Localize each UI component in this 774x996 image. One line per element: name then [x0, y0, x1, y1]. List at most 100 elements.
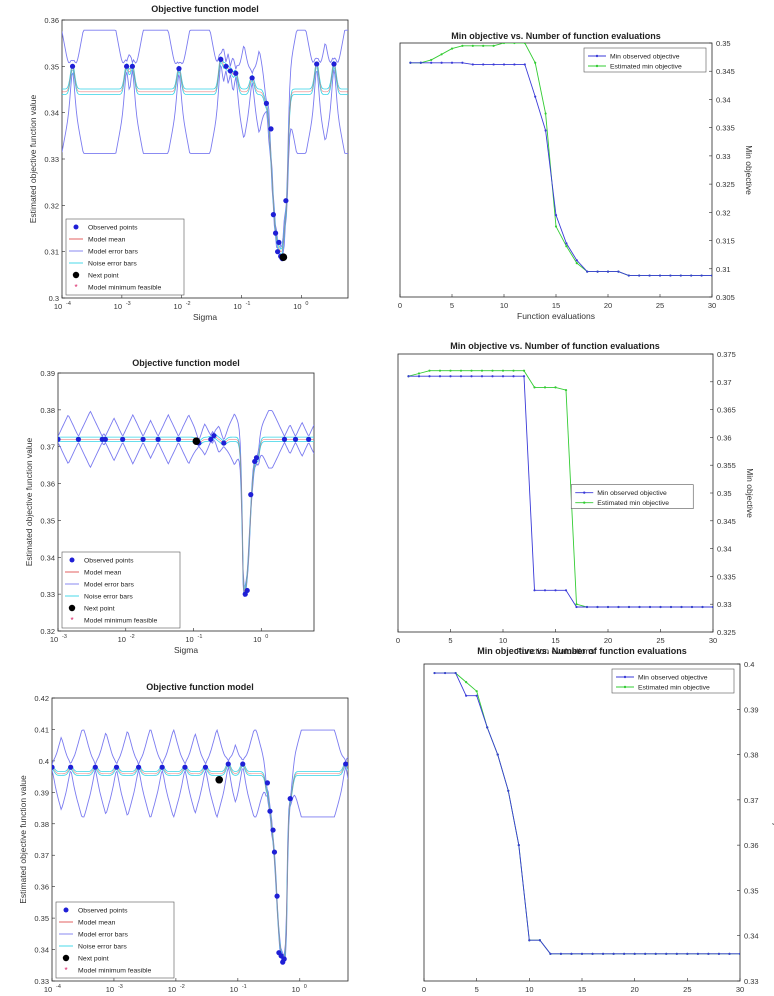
y-tick-label: 0.335 — [716, 124, 735, 133]
min-observed-marker — [570, 952, 573, 955]
model-error-bar-upper — [62, 29, 348, 248]
x-tick-label: 0 — [398, 301, 402, 310]
legend-marker-minimum: * — [70, 616, 73, 625]
min-observed-marker — [648, 274, 651, 277]
x-tick-label: 10 — [233, 302, 241, 311]
plot-layer — [52, 728, 348, 965]
min-observed-marker — [680, 605, 683, 609]
x-tick-label: 15 — [578, 985, 586, 994]
legend: Observed points Model mean Model error bar… — [55, 901, 175, 979]
min-observed-marker — [482, 63, 485, 66]
estimated-min-marker — [438, 369, 442, 372]
y-axis-label: Estimated objective function value — [28, 94, 38, 223]
estimated-min-marker — [533, 386, 536, 389]
x-tick-exponent: -3 — [118, 984, 123, 990]
y-axis-label: Estimated objective function value — [18, 775, 28, 904]
next-point — [215, 775, 223, 784]
x-tick-label: 30 — [709, 636, 717, 645]
min-observed-marker — [461, 61, 464, 64]
min-observed-marker — [675, 952, 678, 955]
min-observed-marker — [538, 939, 541, 942]
min-observed-marker — [728, 952, 731, 955]
legend-label: Min observed objective — [610, 54, 680, 61]
legend: Min observed objective Estimated min obje… — [570, 484, 694, 509]
legend-marker — [623, 675, 627, 679]
legend-marker-observed — [69, 557, 75, 563]
x-tick-label: 10 — [499, 636, 507, 645]
x-tick-label: 15 — [552, 301, 560, 310]
estimated-min-marker — [564, 389, 568, 392]
x-tick-label: 0 — [396, 636, 400, 645]
noise-error-bar-lower — [52, 765, 348, 961]
observed-point — [102, 436, 108, 442]
noise-error-bar-upper — [58, 433, 314, 591]
legend-marker-observed — [73, 224, 79, 230]
min-observed-marker — [454, 671, 457, 675]
legend-box — [611, 668, 735, 694]
x-tick-label: 30 — [708, 301, 716, 310]
observed-point — [267, 808, 273, 814]
chart-title: Min objective vs. Number of function eva… — [451, 31, 661, 41]
y-tick-label: 0.35 — [34, 914, 49, 923]
min-observed-marker — [601, 952, 605, 955]
min-observed-marker — [612, 952, 615, 955]
min-observed-marker — [502, 63, 506, 66]
chart-panel-4: Min objective vs. Number of function eva… — [396, 341, 755, 656]
legend-marker — [583, 501, 586, 504]
min-observed-marker — [430, 61, 433, 64]
min-observed-marker — [549, 952, 552, 955]
y-tick-label: 0.3 — [49, 294, 59, 303]
observed-point — [159, 764, 165, 770]
y-tick-label: 0.335 — [717, 572, 736, 581]
min-observed-marker — [450, 61, 454, 64]
x-axis-label: Sigma — [174, 645, 198, 655]
legend-marker-minimum: * — [64, 966, 67, 975]
min-observed-marker — [512, 375, 515, 378]
y-tick-label: 0.37 — [717, 378, 732, 387]
min-observed-marker — [471, 63, 474, 66]
estimated-min-marker — [440, 53, 443, 56]
min-observed-marker — [428, 375, 431, 378]
legend-label: Model mean — [84, 570, 122, 577]
min-observed-marker — [596, 605, 599, 609]
observed-point — [120, 436, 126, 442]
min-observed-marker — [575, 259, 578, 262]
min-observed-marker — [686, 952, 689, 955]
y-tick-label: 0.34 — [716, 95, 731, 104]
legend-marker-minimum: * — [74, 283, 77, 292]
legend-label: Estimated min objective — [638, 685, 710, 692]
min-observed-marker — [591, 952, 594, 955]
y-tick-label: 0.37 — [40, 443, 55, 452]
estimated-min-marker — [492, 44, 495, 47]
estimated-min-marker — [459, 369, 463, 372]
chart-title: Objective function model — [151, 4, 259, 14]
x-tick-label: 10 — [174, 302, 182, 311]
chart-panel-3: Objective function model 0.32 0.33 0.34 0.35… — [24, 358, 315, 655]
legend-label: Observed points — [78, 908, 128, 915]
min-observed-marker — [565, 242, 568, 245]
min-observed-marker — [690, 274, 693, 277]
min-observed-marker — [606, 605, 610, 609]
model-error-bar-lower — [62, 64, 348, 260]
chart-title: Objective function model — [132, 358, 240, 368]
min-observed-marker — [407, 375, 410, 378]
observed-point — [175, 436, 182, 442]
min-observed-marker — [507, 789, 510, 792]
plot-layer — [58, 410, 314, 598]
x-tick-label: 10 — [525, 985, 533, 994]
min-observed-marker — [517, 844, 520, 847]
legend-label: Noise error bars — [78, 944, 127, 951]
x-tick-label: 10 — [168, 985, 176, 994]
min-observed-marker — [417, 375, 421, 378]
observed-point — [248, 492, 254, 498]
y-tick-label: 0.33 — [716, 152, 731, 161]
estimated-min-marker — [475, 690, 478, 693]
y-tick-label: 0.345 — [716, 67, 735, 76]
x-tick-exponent: 0 — [265, 634, 268, 640]
min-observed-marker — [513, 63, 516, 66]
observed-point — [223, 63, 229, 69]
legend-box — [61, 551, 181, 629]
y-tick-label: 0.38 — [40, 406, 55, 415]
x-tick-label: 10 — [114, 302, 122, 311]
y-axis-label: Min objective — [772, 798, 774, 848]
